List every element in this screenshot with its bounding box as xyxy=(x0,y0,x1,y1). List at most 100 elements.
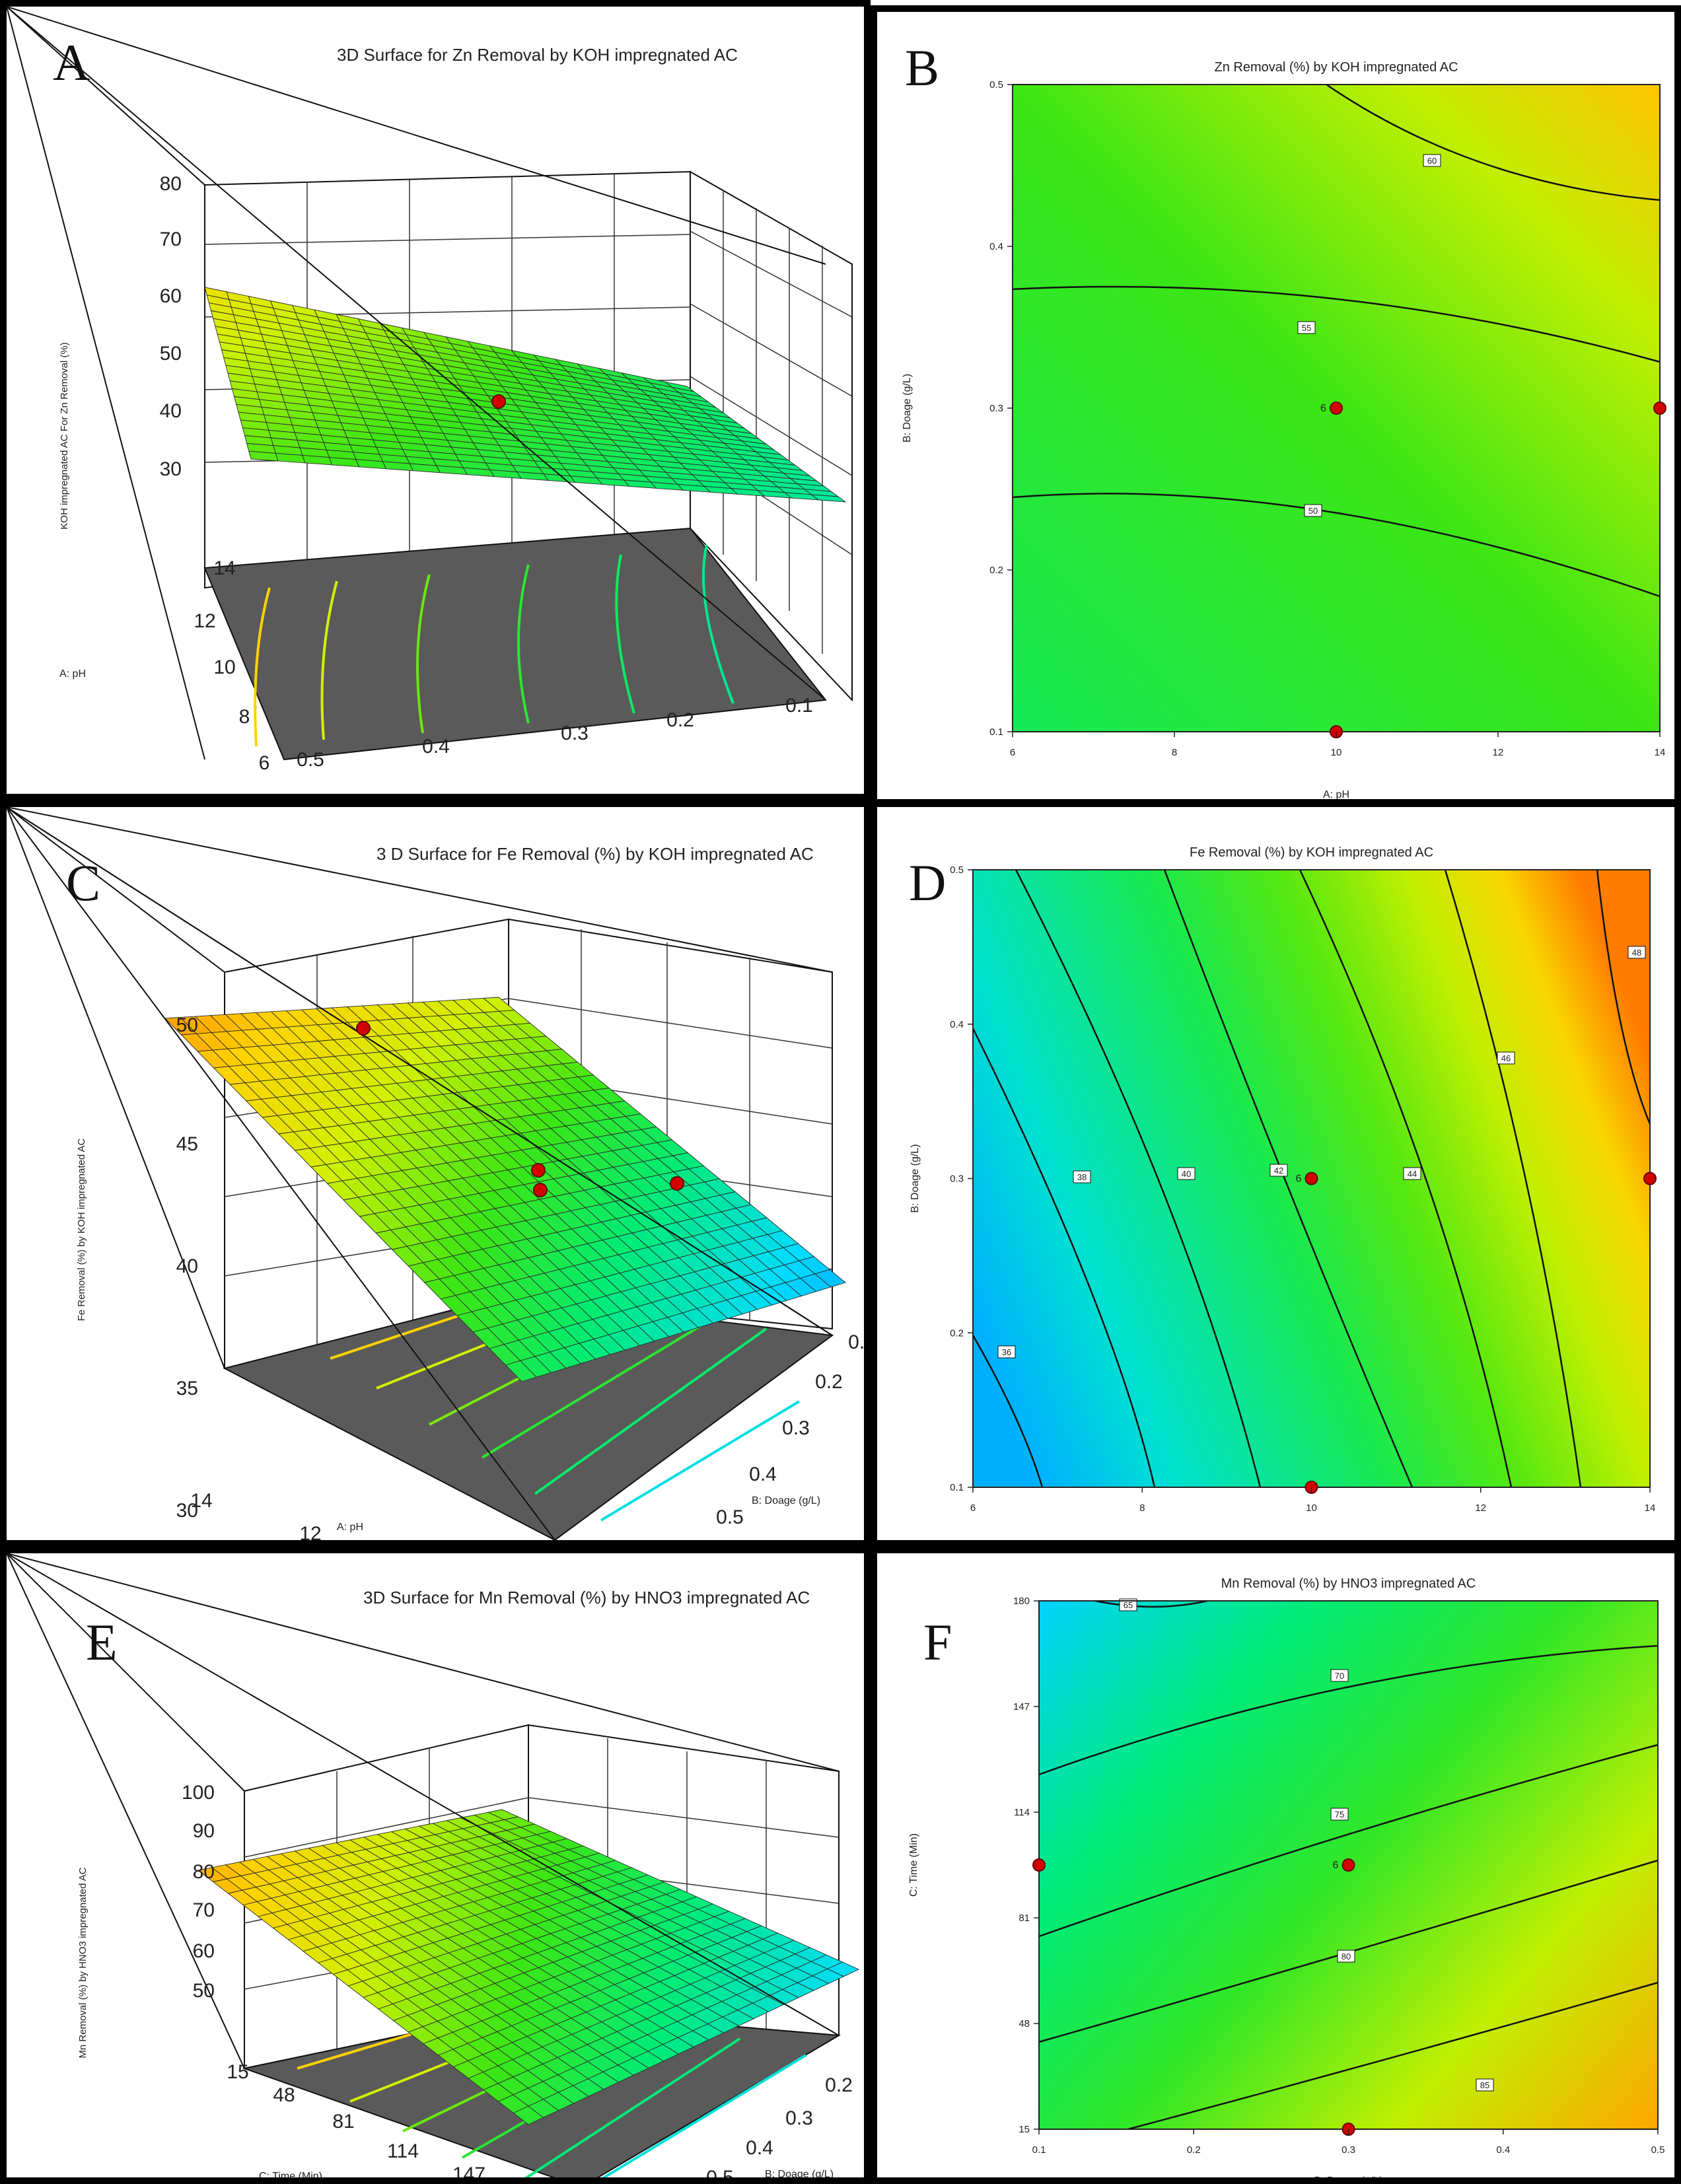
y-tick-label: 6 xyxy=(259,752,270,774)
y-tick-label: 0.4 xyxy=(749,1463,777,1485)
x-tick-label: 114 xyxy=(387,2140,419,2162)
design-point xyxy=(1341,1858,1355,1872)
x-tick-label: 0.1 xyxy=(785,695,813,717)
wall-gridline xyxy=(508,998,833,1049)
y-tick-label: 0.2 xyxy=(815,1371,843,1393)
contour-label: 60 xyxy=(1427,156,1437,166)
y-tick-label: 0.4 xyxy=(950,1019,964,1030)
replicate-count: 6 xyxy=(1320,403,1326,414)
replicate-count: 6 xyxy=(1333,1860,1339,1871)
y-tick-label: 0.5 xyxy=(950,864,964,876)
x-tick-label: 0.5 xyxy=(297,749,324,771)
y-tick-label: 8 xyxy=(239,706,250,728)
contour-line xyxy=(1596,869,1651,1125)
y-tick-label: 0.4 xyxy=(746,2137,773,2159)
wall-gridline xyxy=(690,376,853,476)
contour-label-box xyxy=(1627,946,1646,959)
panel-c: C 3 D Surface for Fe Removal (%) by KOH … xyxy=(0,800,871,1547)
contour-line xyxy=(1326,83,1661,201)
floor-contour xyxy=(320,581,338,740)
wall-gridline xyxy=(244,1797,529,1858)
x-tick-label: 0.2 xyxy=(666,709,694,731)
z-tick-label: 30 xyxy=(160,458,182,480)
axis-edge xyxy=(7,1553,840,1772)
y-tick-label: 0.2 xyxy=(950,1327,964,1339)
y-tick-label: 0.5 xyxy=(706,2167,734,2177)
chart-a-svg: 80 70 60 50 40 30 0.5 0.4 0.3 0.2 0.1 14 12 10 8 6 KOH i… xyxy=(7,7,853,774)
y-tick-label: 12 xyxy=(194,610,215,632)
contour-label: 70 xyxy=(1335,1671,1344,1681)
x-tick-label: 0.3 xyxy=(1341,2144,1355,2156)
z-tick-label: 50 xyxy=(160,343,182,365)
x-tick-label: 10 xyxy=(1306,1502,1317,1514)
y-tick-label: 0.1 xyxy=(950,1482,964,1493)
contour-label: 50 xyxy=(1308,506,1318,516)
x-tick-label: 14 xyxy=(1655,747,1666,758)
chart-b-svg: 60 55 50 6 6 8 10 12 14 0.5 0.4 0.3 0.2 0.1 Zn Removal… xyxy=(902,60,1666,799)
contour-label-box xyxy=(1330,1669,1349,1682)
chart-title: 3D Surface for Zn Removal by KOH impregn… xyxy=(337,45,738,65)
floor-contour xyxy=(702,544,734,704)
contour-label-box xyxy=(1119,1598,1137,1611)
x-tick-label: 0.3 xyxy=(561,722,589,744)
y-tick-label: 114 xyxy=(1014,1807,1030,1818)
contour-label-box xyxy=(1423,154,1441,167)
y-tick-label: 0.1 xyxy=(848,1331,864,1353)
contour-label: 46 xyxy=(1501,1053,1511,1063)
x-tick-label: 0.5 xyxy=(1651,2144,1665,2156)
floor-plane xyxy=(203,527,827,761)
design-point xyxy=(1643,1172,1657,1185)
floor-contour xyxy=(615,554,635,714)
y-tick-label: 10 xyxy=(213,656,235,678)
contour-label: 55 xyxy=(1302,323,1311,333)
chart-title: 3D Surface for Mn Removal (%) by HNO3 im… xyxy=(363,1588,810,1607)
z-tick-label: 70 xyxy=(160,229,182,250)
contour-label-box xyxy=(1337,1950,1355,1963)
floor-contour xyxy=(534,1327,768,1495)
axis-edge xyxy=(7,807,225,973)
surface-cell xyxy=(826,1961,860,1977)
z-axis-label: Mn Removal (%) by HNO3 impregnated AC xyxy=(77,1867,89,2058)
z-tick-label: 40 xyxy=(160,400,182,422)
design-point xyxy=(356,1021,371,1036)
floor-contour xyxy=(524,2037,741,2177)
y-tick-label: 0.3 xyxy=(989,403,1003,414)
z-tick-label: 40 xyxy=(176,1255,198,1277)
surface-cell xyxy=(810,494,847,503)
y-axis-label: C: Time (Min) xyxy=(908,1833,919,1897)
panel-letter: A xyxy=(53,34,90,91)
chart-c-svg: 5045403530141210860.10.20.30.40.5Fe Remo… xyxy=(7,807,864,1540)
x-tick-label: 6 xyxy=(970,1502,976,1514)
contour-label: 40 xyxy=(1182,1169,1191,1179)
contour-label-box xyxy=(997,1345,1016,1358)
y-tick-label: 0.5 xyxy=(989,79,1003,90)
design-point xyxy=(1653,402,1666,415)
panel-letter: F xyxy=(923,1613,952,1671)
x-tick-label: 14 xyxy=(190,1490,212,1512)
x-tick-label: 0.4 xyxy=(422,736,450,757)
design-point xyxy=(670,1176,684,1191)
y-tick-label: 0.2 xyxy=(989,565,1003,576)
y-tick-label: 0.3 xyxy=(785,2107,813,2129)
contour-line xyxy=(1012,285,1661,363)
y-tick-label: 147 xyxy=(1013,1701,1030,1712)
chart-e-svg: 10090807060501548811141471800.10.20.30.4… xyxy=(7,1553,860,2177)
contour-line xyxy=(1299,869,1513,1488)
floor-contour xyxy=(517,564,530,724)
axis-edge xyxy=(7,807,225,1369)
axis-edge xyxy=(7,1553,245,1792)
x-tick-label: 12 xyxy=(299,1523,321,1540)
z-axis-label: KOH impregnated AC For Zn Removal (%) xyxy=(59,342,70,529)
panel-d: D 38 40 42 44 46 48 36 6 6 8 10 12 14 0.5 0.4 0.3 0.2 0.1… xyxy=(871,800,1681,1547)
x-tick-label: 0.4 xyxy=(1496,2144,1510,2156)
contour-line xyxy=(1038,1744,1659,1938)
axis-edge xyxy=(7,807,833,1336)
panel-f: F 65 70 75 80 85 6 0.1 0.2 0.3 0.4 0.5 180 147 114 81 4… xyxy=(871,1547,1681,2184)
floor-contour xyxy=(601,2054,807,2177)
contour-label-box xyxy=(1073,1170,1091,1183)
contour-label-box xyxy=(1476,2078,1494,2092)
y-axis-label: B: Doage (g/L) xyxy=(902,374,913,442)
z-tick-label: 45 xyxy=(176,1133,198,1155)
x-tick-label: 12 xyxy=(1475,1502,1486,1514)
x-tick-label: 8 xyxy=(1172,747,1177,758)
